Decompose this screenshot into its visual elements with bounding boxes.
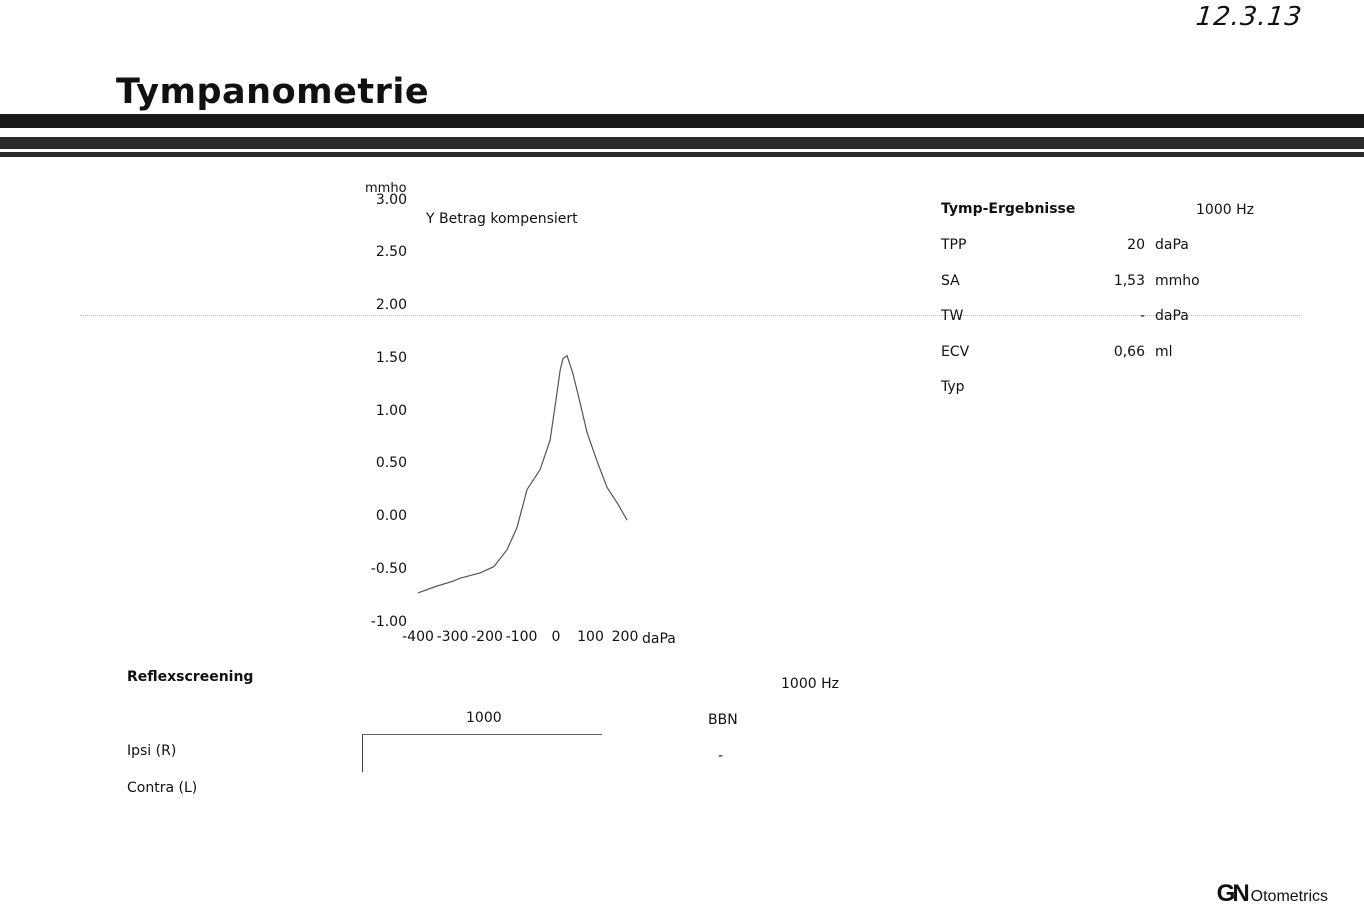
results-heading: Tymp-Ergebnisse	[941, 201, 1076, 217]
result-label: TW	[941, 308, 964, 324]
y-axis-unit: mmho	[365, 181, 407, 196]
gn-logo-mark: GN	[1216, 880, 1250, 907]
result-value: 0,66	[1113, 343, 1145, 360]
handwritten-date: 12.3.13	[1194, 2, 1304, 32]
y-tick-label: 2.00	[375, 297, 407, 313]
reflex-frequency: 1000 Hz	[781, 676, 839, 692]
result-label: ECV	[941, 343, 970, 360]
results-frequency: 1000 Hz	[1196, 202, 1254, 218]
x-tick-label: -300	[436, 629, 469, 645]
y-tick-label: 1.00	[375, 402, 407, 419]
reflex-ipsi-bbn-value: -	[718, 748, 724, 764]
reflex-col-bbn: BBN	[708, 712, 738, 728]
result-value: 1,53	[1113, 272, 1145, 289]
y-tick-label: 3.00	[375, 191, 407, 208]
y-tick-label: -1.00	[370, 613, 407, 630]
reflex-plot-frame	[362, 734, 602, 772]
reflex-row-ipsi: Ipsi (R)	[127, 743, 177, 759]
y-tick-label: -0.50	[370, 560, 407, 577]
y-tick-label: 0.50	[375, 455, 407, 472]
result-label: SA	[941, 272, 960, 289]
y-tick-label: 2.50	[375, 244, 407, 261]
result-unit: daPa	[1155, 237, 1189, 253]
reflex-col-1000: 1000	[466, 710, 502, 726]
x-tick-label: 200	[611, 629, 639, 645]
tympanogram-curve	[417, 354, 628, 594]
result-unit: ml	[1155, 343, 1173, 360]
x-tick-label: -200	[471, 629, 503, 645]
result-value: 20	[1127, 237, 1145, 253]
result-value: -	[1139, 308, 1145, 324]
reflex-row-contra: Contra (L)	[127, 780, 198, 796]
logo-text: Otometrics	[1250, 888, 1328, 905]
header-band	[0, 114, 1364, 128]
x-tick-label: -400	[402, 629, 434, 645]
header-band	[0, 152, 1364, 157]
x-tick-label: -100	[505, 629, 538, 645]
result-unit: mmho	[1155, 272, 1200, 289]
reflex-heading: Reflexscreening	[127, 669, 254, 685]
otometrics-logo: GN Otometrics	[1217, 880, 1328, 908]
result-unit: daPa	[1155, 308, 1189, 324]
y-tick-label: 0.00	[375, 508, 407, 524]
y-tick-label: 1.50	[375, 349, 407, 366]
result-label: Typ	[941, 379, 965, 395]
header-band	[0, 137, 1364, 149]
x-tick-label: 0	[551, 629, 561, 645]
series-label: Y Betrag kompensiert	[426, 211, 578, 227]
x-tick-label: 100	[577, 629, 604, 645]
scan-artifact-line	[80, 315, 1300, 316]
page-title: Tympanometrie	[116, 72, 430, 112]
x-axis-unit: daPa	[642, 631, 676, 647]
result-label: TPP	[941, 237, 967, 253]
